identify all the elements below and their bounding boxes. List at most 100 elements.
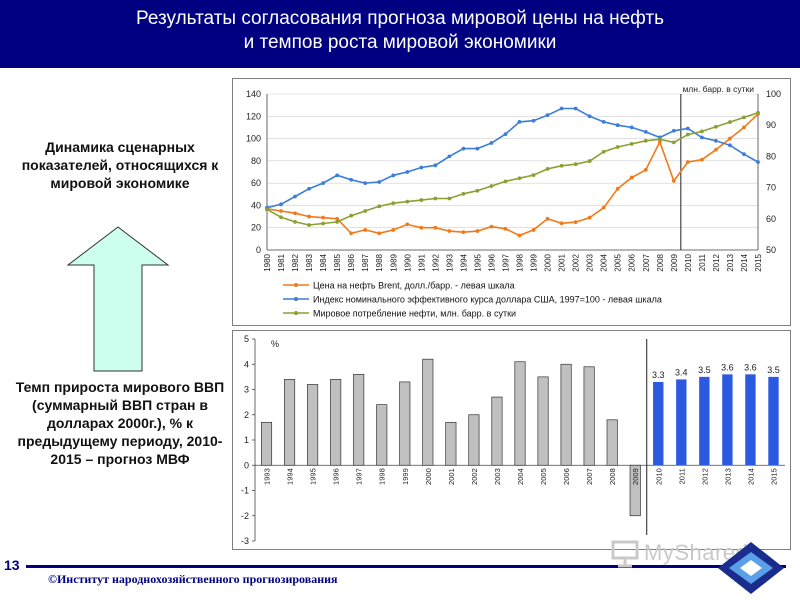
x-tick-label: 2006 bbox=[562, 468, 571, 485]
data-point bbox=[587, 159, 592, 163]
legend-label: Мировое потребление нефти, млн. барр. в … bbox=[313, 309, 516, 319]
gdp-growth-chart: -3 -2 -1 0 1 2 3 4 5 % 1993 1994 1995 1996 1997 1998 199… bbox=[241, 334, 785, 546]
data-point bbox=[615, 186, 620, 191]
data-point bbox=[573, 220, 578, 225]
data-point bbox=[433, 225, 438, 230]
data-point bbox=[685, 160, 690, 164]
data-point bbox=[629, 175, 634, 180]
x-tick-label: 1988 bbox=[375, 253, 384, 271]
data-point bbox=[419, 165, 424, 170]
x-tick-label: 1994 bbox=[286, 468, 295, 485]
x-tick-label: 2001 bbox=[447, 468, 456, 485]
x-tick-label: 2003 bbox=[586, 253, 595, 271]
y2-tick-label: 70 bbox=[766, 183, 776, 193]
data-point bbox=[671, 128, 676, 133]
y-tick-label: 5 bbox=[244, 334, 249, 344]
x-tick-label: 1980 bbox=[263, 253, 272, 271]
slide-title-line2: и темпов роста мировой экономики bbox=[243, 32, 557, 53]
data-point bbox=[335, 173, 340, 178]
institute-logo-icon bbox=[718, 542, 784, 594]
data-point bbox=[503, 226, 508, 231]
y-tick-label: 1 bbox=[244, 435, 249, 445]
data-point bbox=[475, 188, 480, 193]
x-tick-label: 2004 bbox=[600, 253, 609, 271]
data-point bbox=[433, 196, 438, 201]
legend-marker bbox=[294, 311, 298, 315]
bar bbox=[445, 421, 457, 466]
x-tick-label: 1994 bbox=[459, 253, 468, 271]
bar bbox=[307, 384, 319, 466]
data-label: 3.6 bbox=[744, 362, 757, 372]
x-tick-label: 1996 bbox=[332, 468, 341, 485]
x-tick-label: 1998 bbox=[378, 468, 387, 485]
x-tick-label: 1999 bbox=[401, 468, 410, 485]
x-tick-label: 2004 bbox=[516, 468, 525, 485]
data-point bbox=[601, 149, 606, 154]
y-tick-label: -3 bbox=[241, 536, 249, 546]
data-point bbox=[685, 132, 690, 137]
data-point bbox=[629, 142, 634, 146]
data-point bbox=[685, 126, 690, 131]
data-label: 3.4 bbox=[675, 367, 688, 377]
oil-price-chart: 0 20 40 60 80 100 120 140 50 60 70 80 90 100 млн. барр… bbox=[246, 84, 781, 319]
data-point bbox=[447, 229, 452, 233]
institute-credit: ©Институт народнохозяйственного прогнози… bbox=[48, 572, 338, 586]
x-tick-label: 2002 bbox=[572, 253, 581, 271]
x-tick-label: 2008 bbox=[608, 468, 617, 485]
data-point bbox=[433, 163, 438, 168]
x-tick-label: 1992 bbox=[431, 253, 440, 271]
bar bbox=[676, 379, 687, 466]
data-point bbox=[643, 138, 648, 143]
x-tick-label: 1995 bbox=[473, 253, 482, 271]
y-tick-label: -1 bbox=[241, 486, 249, 496]
legend-marker bbox=[294, 297, 298, 301]
data-point bbox=[531, 118, 536, 123]
data-point bbox=[559, 106, 564, 111]
data-point bbox=[531, 228, 536, 232]
data-point bbox=[447, 196, 452, 201]
data-point bbox=[363, 209, 368, 213]
x-tick-label: 2011 bbox=[677, 468, 686, 484]
data-point bbox=[573, 162, 578, 167]
y-axis-label: % bbox=[271, 339, 279, 349]
x-tick-label: 1996 bbox=[487, 253, 496, 271]
y-tick-label: 3 bbox=[244, 385, 249, 395]
gdp-growth-chart-panel: -3 -2 -1 0 1 2 3 4 5% 1993 1994 1995 1996 1997 1998 199… bbox=[232, 330, 791, 550]
data-point bbox=[742, 125, 746, 130]
y2-tick-label: 100 bbox=[766, 89, 781, 99]
data-point bbox=[728, 136, 732, 141]
data-point bbox=[756, 160, 760, 164]
data-point bbox=[349, 177, 354, 182]
y-tick-label: 4 bbox=[244, 359, 249, 369]
data-label: 3.5 bbox=[767, 365, 780, 375]
data-point bbox=[307, 186, 311, 191]
data-point bbox=[601, 119, 606, 124]
x-tick-label: 1997 bbox=[501, 253, 510, 271]
data-point bbox=[489, 224, 494, 229]
y2-tick-label: 60 bbox=[766, 214, 776, 224]
legend-label: Цена на нефть Brent, долл./барр. - левая… bbox=[313, 281, 515, 291]
x-tick-label: 2005 bbox=[614, 253, 623, 271]
scenario-indicators-caption: Динамика сценарных показателей, относящи… bbox=[21, 139, 219, 191]
x-tick-label: 1985 bbox=[333, 253, 342, 271]
data-point bbox=[517, 119, 522, 124]
series-line bbox=[266, 107, 759, 209]
data-point bbox=[293, 211, 297, 216]
y-tick-label: -2 bbox=[241, 511, 249, 521]
x-tick-label: 1995 bbox=[309, 468, 318, 485]
data-point bbox=[447, 154, 452, 159]
bar bbox=[560, 363, 572, 466]
bar bbox=[722, 374, 733, 466]
data-point bbox=[545, 113, 550, 118]
x-tick-label: 2015 bbox=[754, 253, 763, 271]
data-point bbox=[405, 222, 410, 227]
data-point bbox=[279, 202, 283, 207]
x-tick-label: 1991 bbox=[417, 253, 426, 271]
data-point bbox=[419, 198, 424, 202]
x-tick-label: 2009 bbox=[631, 468, 640, 485]
data-label: 3.6 bbox=[721, 362, 734, 372]
data-point bbox=[377, 231, 382, 236]
data-point bbox=[335, 220, 340, 224]
slide-header: Результаты согласования прогноза мировой… bbox=[0, 0, 800, 68]
x-tick-label: 2014 bbox=[740, 253, 749, 271]
